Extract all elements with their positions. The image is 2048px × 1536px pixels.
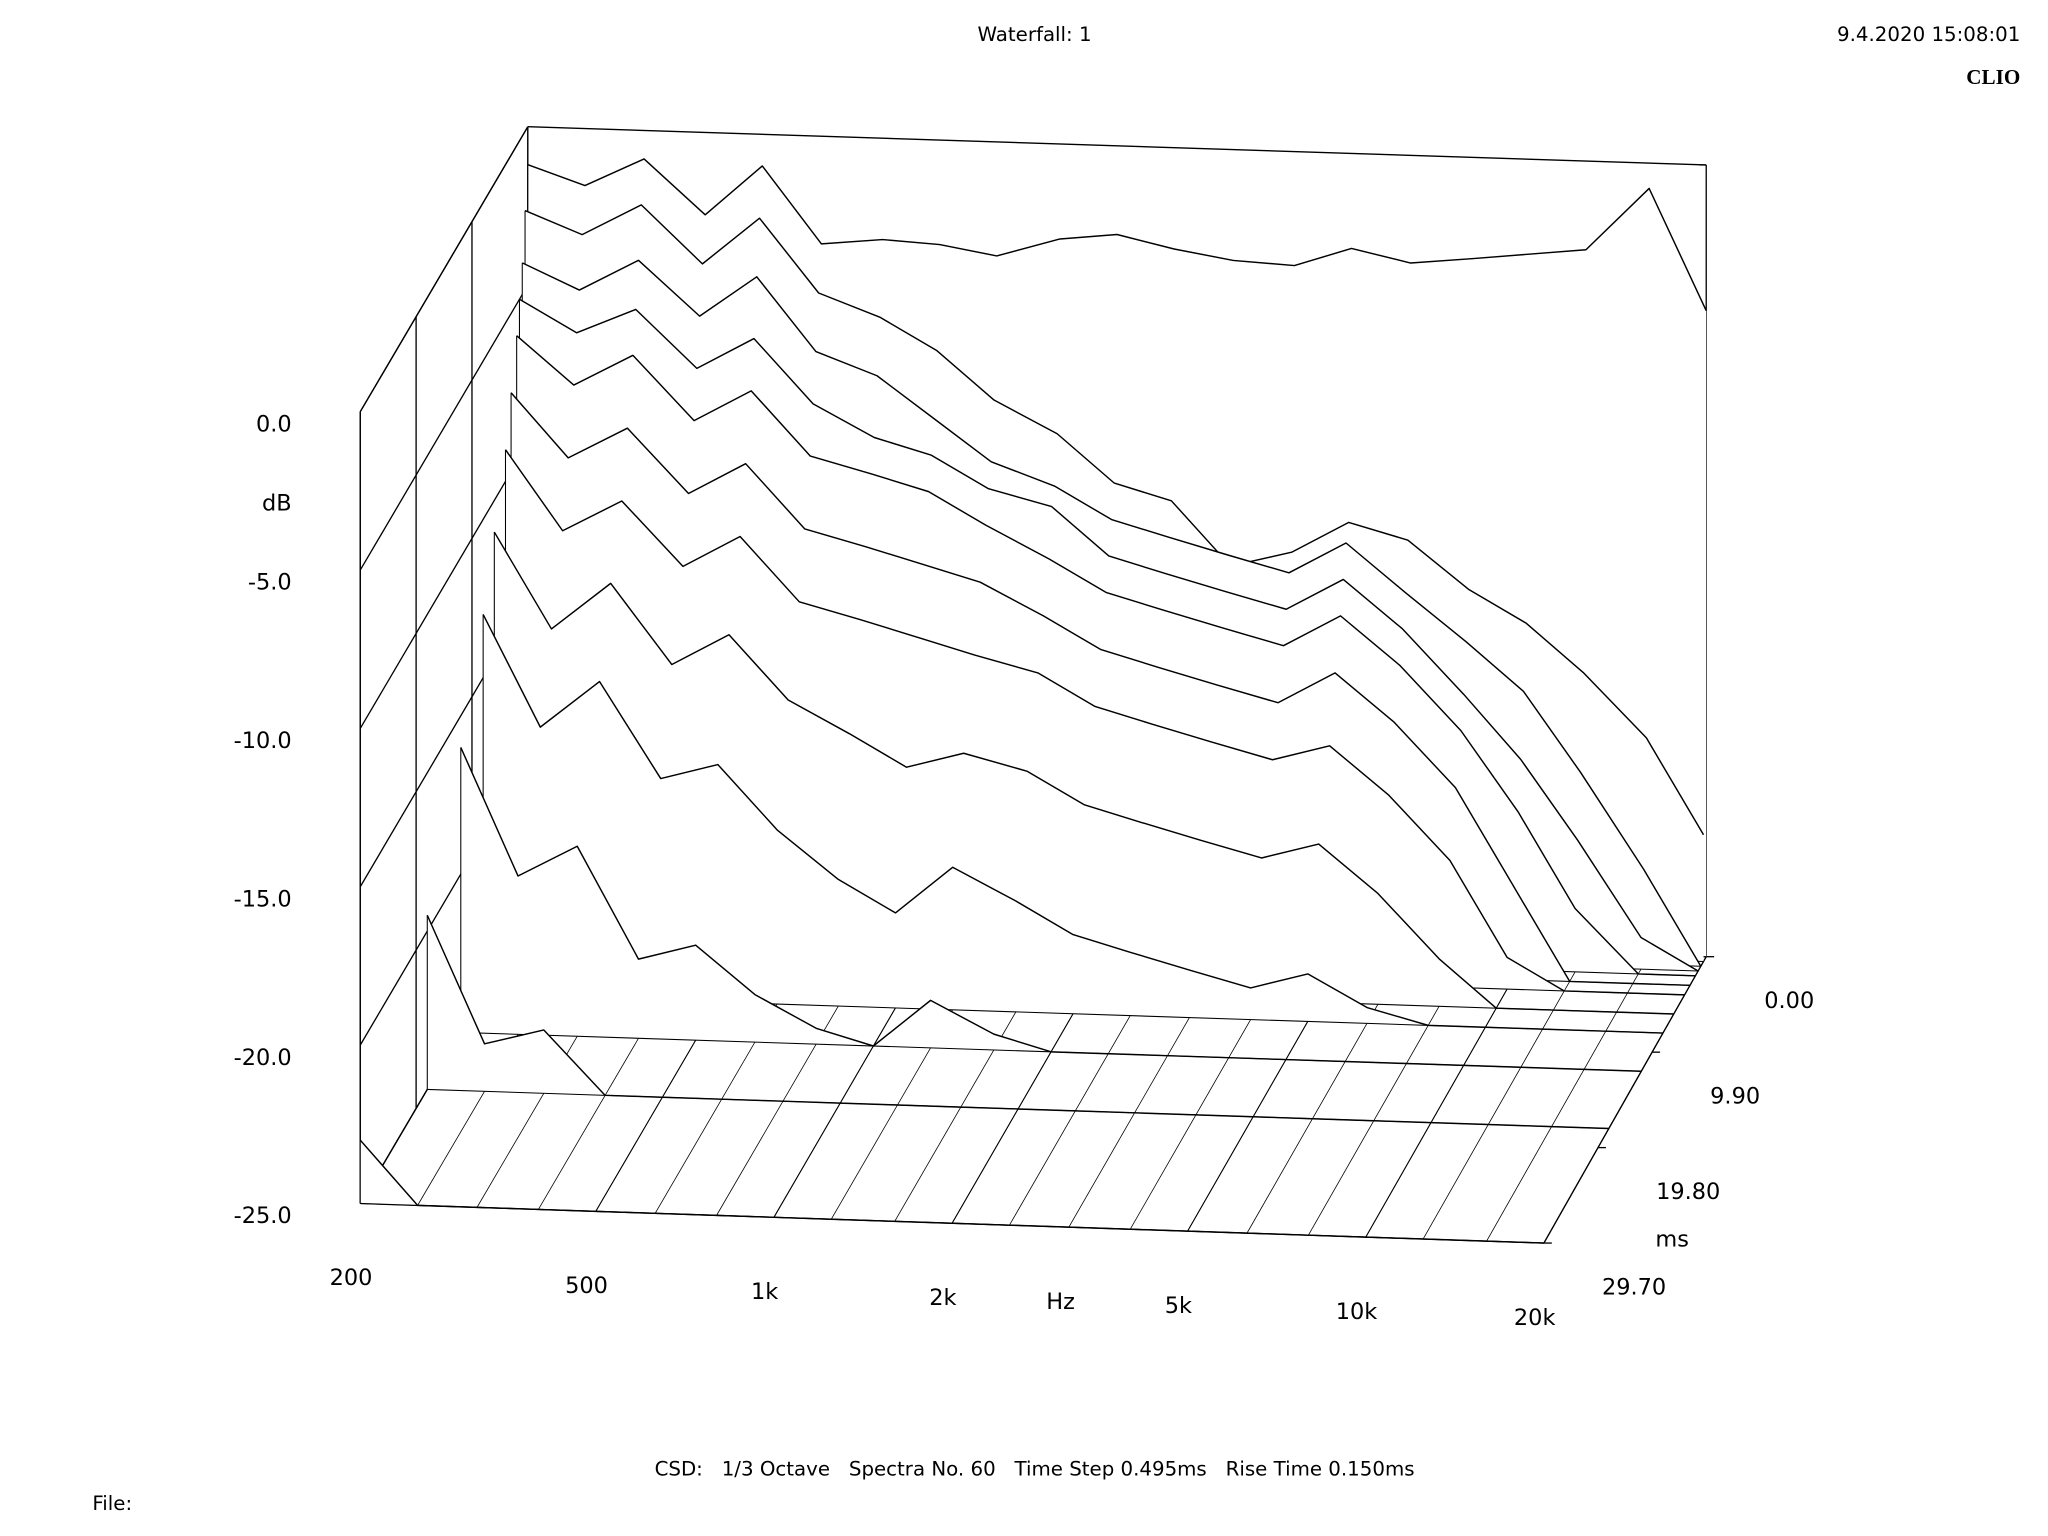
x-axis-label: Hz (1046, 1289, 1075, 1315)
spectrum-line (519, 298, 1699, 972)
floor-line (1543, 956, 1707, 1244)
z-tick-label: 29.70 (1602, 1274, 1666, 1300)
x-tick-label: 5k (1165, 1293, 1192, 1319)
grid-line (359, 443, 529, 729)
spectrum-line (493, 531, 1674, 1015)
y-tick-label: -15.0 (234, 886, 292, 912)
x-tick-label: 20k (1514, 1305, 1556, 1331)
spectrum-line (524, 204, 1705, 836)
file-label: File: (92, 1492, 132, 1515)
spectrum-line (359, 1139, 1544, 1244)
y-tick-label: -20.0 (234, 1045, 292, 1071)
x-tick-label: 1k (751, 1279, 778, 1305)
chart-title: Waterfall: 1 (978, 23, 1092, 46)
floor-line (1365, 950, 1530, 1238)
spectrum-line (426, 914, 1609, 1130)
grid-line (359, 284, 529, 571)
spectrum-line (516, 335, 1696, 977)
slice-mask (483, 614, 1663, 1034)
floor-line (1422, 952, 1587, 1240)
z-axis-label: ms (1655, 1227, 1689, 1253)
date: 9.4.2020 15:08:01 (1837, 23, 2020, 46)
spectrum-line (527, 158, 1707, 311)
z-tick-label: 9.90 (1710, 1084, 1760, 1110)
y-tick-label: 0.0 (256, 411, 292, 437)
y-axis-label: dB (262, 491, 292, 517)
y-tick-label: -10.0 (234, 728, 292, 754)
spectrum-line (521, 259, 1702, 967)
axis-frame (527, 126, 1707, 166)
x-tick-label: 2k (929, 1285, 956, 1311)
x-tick-label: 10k (1336, 1299, 1378, 1325)
grid-line (359, 126, 529, 413)
z-tick-label: 0.00 (1764, 988, 1814, 1014)
spectrum-line (510, 392, 1691, 987)
spectrum-line (482, 614, 1663, 1034)
footer: CSD: 1/3 Octave Spectra No. 60 Time Step… (655, 1458, 1415, 1481)
floor-line (1486, 954, 1650, 1242)
spectrum-line (460, 747, 1642, 1072)
y-tick-label: -5.0 (248, 570, 292, 596)
brand: CLIO (1966, 65, 2020, 89)
spectrum-line (504, 449, 1685, 996)
plot: 0.0 -5.0 -10.0 -15.0 -20.0 -25.0 dB 0.00 9.90 19.… (234, 126, 1814, 1331)
x-tick-label: 200 (330, 1265, 373, 1291)
x-tick-label: 500 (565, 1273, 608, 1299)
z-tick-label: 19.80 (1656, 1179, 1720, 1205)
y-tick-label: -25.0 (234, 1203, 292, 1229)
